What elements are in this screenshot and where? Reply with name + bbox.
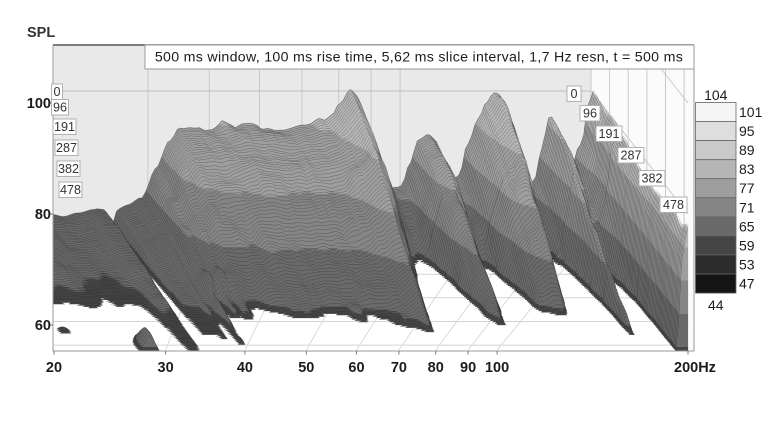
- svg-text:287: 287: [620, 149, 641, 163]
- svg-text:30: 30: [158, 360, 174, 376]
- svg-text:20: 20: [46, 360, 62, 376]
- svg-text:200Hz: 200Hz: [674, 360, 716, 376]
- svg-text:0: 0: [53, 85, 60, 99]
- svg-text:95: 95: [739, 123, 755, 139]
- svg-text:0: 0: [570, 87, 577, 101]
- svg-text:96: 96: [583, 107, 597, 121]
- svg-text:80: 80: [35, 207, 51, 223]
- svg-text:500 ms window, 100 ms rise tim: 500 ms window, 100 ms rise time, 5,62 ms…: [155, 50, 683, 66]
- svg-text:101: 101: [739, 104, 763, 120]
- svg-text:77: 77: [739, 180, 755, 196]
- svg-text:191: 191: [54, 120, 75, 134]
- svg-text:SPL: SPL: [27, 25, 55, 41]
- svg-text:80: 80: [428, 360, 444, 376]
- svg-text:53: 53: [739, 256, 755, 272]
- svg-text:382: 382: [641, 172, 662, 186]
- svg-text:478: 478: [60, 183, 81, 197]
- svg-text:47: 47: [739, 276, 755, 292]
- svg-text:96: 96: [53, 101, 67, 115]
- svg-text:59: 59: [739, 237, 755, 253]
- svg-text:100: 100: [27, 96, 51, 112]
- svg-text:478: 478: [663, 198, 684, 212]
- svg-text:83: 83: [739, 161, 755, 177]
- svg-text:71: 71: [739, 199, 755, 215]
- svg-text:65: 65: [739, 218, 755, 234]
- svg-text:287: 287: [56, 141, 77, 155]
- svg-text:104: 104: [704, 87, 728, 103]
- svg-text:90: 90: [460, 360, 476, 376]
- svg-text:50: 50: [298, 360, 314, 376]
- svg-text:60: 60: [348, 360, 364, 376]
- svg-text:100: 100: [485, 360, 509, 376]
- svg-text:44: 44: [708, 297, 724, 313]
- svg-text:191: 191: [598, 127, 619, 141]
- svg-text:60: 60: [35, 318, 51, 334]
- svg-text:89: 89: [739, 142, 755, 158]
- svg-text:382: 382: [58, 162, 79, 176]
- svg-text:70: 70: [391, 360, 407, 376]
- svg-text:40: 40: [237, 360, 253, 376]
